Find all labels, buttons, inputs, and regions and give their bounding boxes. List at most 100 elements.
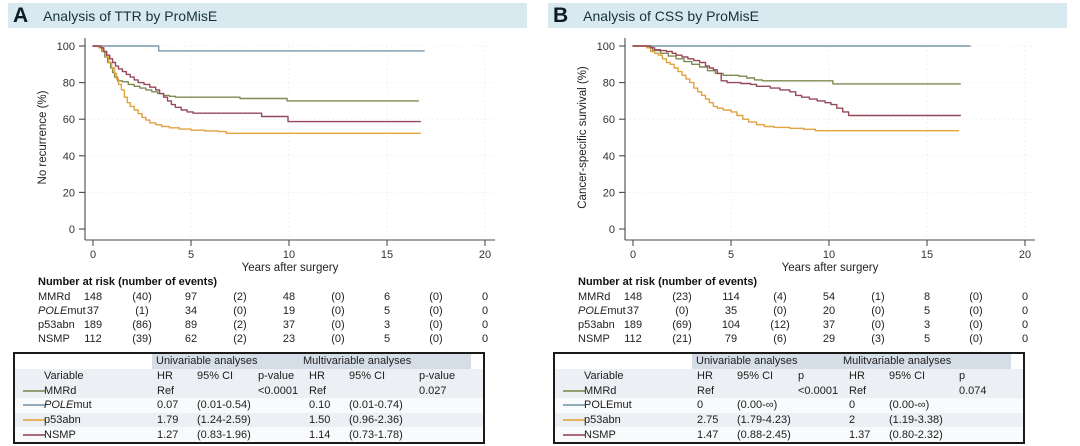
series-line-NSMP — [632, 45, 961, 117]
stats-variable-label: MMRd — [44, 384, 77, 397]
stats-group-header-row: Univariable analyses Multivariable analys… — [15, 354, 483, 369]
risk-cell: 114 — [722, 291, 740, 303]
stats-cell: 2 — [849, 414, 856, 427]
legend-line-p53abn — [23, 419, 45, 422]
risk-cell: (12) — [770, 319, 790, 331]
stats-row-p53abn: p53abn 1.79 (1.24-2.59) 1.50 (0.96-2.36) — [15, 412, 483, 428]
risk-cell: (86) — [132, 319, 152, 331]
x-tick-label: 10 — [283, 249, 295, 261]
series-line-MMRd — [632, 45, 961, 85]
x-tick-label: 5 — [188, 249, 194, 261]
panel-letter: A — [13, 4, 29, 27]
risk-cell: 37 — [822, 319, 836, 331]
stats-cell: 0.027 — [419, 384, 447, 397]
stats-cell: 2.75 — [697, 414, 719, 427]
legend-line-NSMP — [563, 433, 585, 436]
risk-cell: (0) — [871, 319, 885, 331]
panel-a: A Analysis of TTR by ProMisE 0 20 40 60 80 10… — [8, 3, 527, 444]
km-chart-css: 0 20 40 60 80 100 0 5 10 15 20 Cancer-specific surv… — [577, 38, 1035, 274]
stats-col-header: HR — [309, 370, 325, 382]
series-line-MMRd — [92, 45, 420, 102]
risk-cell: 29 — [822, 333, 836, 345]
x-tick-label: 0 — [630, 249, 636, 261]
risk-cell: (39) — [132, 333, 152, 345]
y-tick-label: 0 — [609, 224, 615, 236]
risk-cell: 19 — [282, 305, 296, 317]
stats-col-header: p — [798, 370, 805, 382]
stats-cell: 1.79 — [157, 414, 179, 427]
x-tick-label: 15 — [921, 249, 933, 261]
risk-cell: 3 — [923, 319, 931, 331]
risk-cell: 3 — [383, 319, 391, 331]
italic-gene-label: POLE — [578, 305, 608, 317]
stats-cell: (1.24-2.59) — [197, 414, 251, 427]
risk-table-header: Number at risk (number of events) — [38, 276, 218, 288]
risk-cell: (0) — [871, 305, 885, 317]
stats-cell: 0 — [849, 399, 856, 412]
panel-a-title-bar: A Analysis of TTR by ProMisE — [8, 3, 527, 28]
series-line-p53abn — [632, 45, 960, 132]
risk-row-label: POLEmut — [38, 305, 86, 317]
risk-cell: (0) — [331, 319, 345, 331]
stats-table: Univariable analyses Mulitvariable analys… — [553, 352, 1025, 444]
risk-cell: (2) — [233, 319, 247, 331]
risk-cell: 0 — [481, 319, 489, 331]
risk-cell: 8 — [923, 291, 931, 303]
risk-cell: (0) — [969, 291, 983, 303]
stats-col-header: HR — [849, 370, 865, 382]
stats-col-header: Variable — [584, 370, 624, 382]
risk-cell: (69) — [672, 319, 692, 331]
stats-cell: 0.10 — [309, 399, 331, 412]
stats-cell: 1.50 — [309, 414, 331, 427]
italic-gene-label: POLE — [38, 305, 68, 317]
risk-row-NSMP: NSMP 112 (21) 79 (6) 29 (3) 5 (0) 0 — [540, 333, 1080, 347]
risk-cell: 89 — [184, 319, 198, 331]
stats-cell: (0.01-0.74) — [349, 399, 403, 412]
risk-cell: 35 — [724, 305, 738, 317]
stats-col-header: 95% CI — [889, 370, 926, 382]
stats-col-header: 95% CI — [737, 370, 774, 382]
risk-cell: 148 — [623, 291, 643, 303]
stats-col-header: 95% CI — [197, 370, 234, 382]
risk-cell: 189 — [83, 319, 103, 331]
risk-row-label: MMRd — [38, 291, 71, 303]
risk-cell: (40) — [132, 291, 152, 303]
risk-cell: 5 — [923, 333, 931, 345]
panel-b: B Analysis of CSS by ProMisE 0 20 40 60 80 10… — [540, 0, 1080, 446]
stats-cell: 0.07 — [157, 399, 179, 412]
risk-cell: (2) — [233, 333, 247, 345]
risk-cell: 54 — [822, 291, 836, 303]
risk-cell: (0) — [969, 319, 983, 331]
stats-col-header-row: Variable HR 95% CI p-value HR 95% CI p-value — [15, 368, 483, 384]
stats-cell: (0.73-1.78) — [349, 428, 403, 441]
risk-cell: 0 — [1021, 305, 1029, 317]
risk-cell: (0) — [233, 305, 247, 317]
risk-cell: 0 — [1021, 333, 1029, 345]
risk-cell: 37 — [626, 305, 640, 317]
stats-col-header: p-value — [258, 370, 295, 382]
risk-row-label: p53abn — [578, 319, 615, 331]
risk-cell: 37 — [282, 319, 296, 331]
series-line-p53abn — [92, 45, 421, 134]
risk-cell: (1) — [135, 305, 149, 317]
risk-row-label: NSMP — [38, 333, 70, 345]
series-line-POLEmut — [92, 45, 425, 52]
stats-cell: 1.47 — [697, 428, 719, 441]
stats-variable-label: POLEmut — [584, 399, 632, 412]
y-tick-label: 80 — [63, 78, 75, 90]
stats-row-MMRd: MMRd Ref <0.0001 Ref 0.027 — [15, 383, 483, 399]
stats-cell: 1.14 — [309, 428, 331, 441]
risk-cell: (23) — [672, 291, 692, 303]
risk-cell: 5 — [383, 305, 391, 317]
group-header-univariable: Univariable analyses — [152, 354, 299, 369]
risk-cell: 112 — [84, 333, 102, 345]
stats-col-header: p-value — [419, 370, 456, 382]
stats-cell: 0 — [697, 399, 704, 412]
legend-line-MMRd — [563, 389, 585, 392]
stats-row-NSMP: NSMP 1.27 (0.83-1.96) 1.14 (0.73-1.78) — [15, 427, 483, 443]
y-tick-label: 100 — [57, 41, 75, 53]
risk-cell: (4) — [773, 291, 787, 303]
stats-cell: 0.074 — [959, 384, 987, 397]
group-header-multivariable: Mulitvariable analyses — [839, 354, 1011, 369]
legend-line-MMRd — [23, 389, 45, 392]
